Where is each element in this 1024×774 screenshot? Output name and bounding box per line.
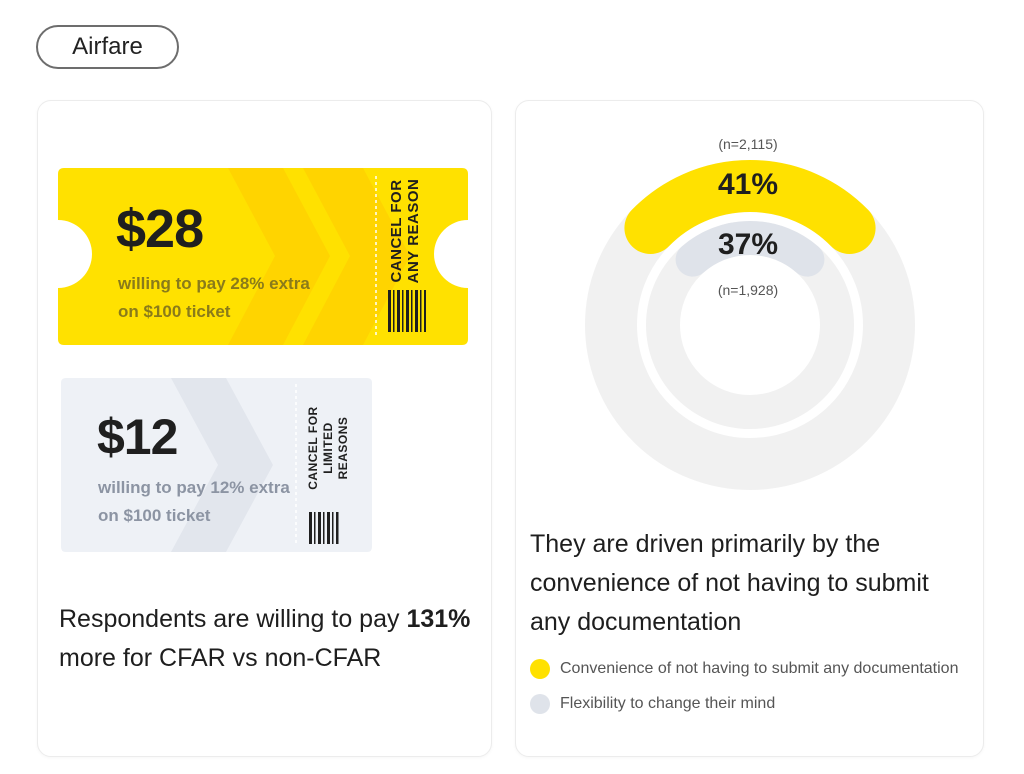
ticket-desc-line2: on $100 ticket [98, 506, 211, 525]
legend-swatch-grey [530, 694, 550, 714]
radial-bar-series-1 [624, 160, 876, 255]
ticket-desc-line1: willing to pay 12% extra [98, 478, 290, 497]
ticket-price: $28 [116, 199, 204, 259]
headline-bold: 131% [406, 605, 471, 633]
barcode-icon [388, 290, 426, 332]
right-headline: They are driven primarily by the conveni… [530, 530, 929, 636]
radial-bar-series-2 [675, 221, 825, 277]
ticket-price: $12 [97, 409, 178, 465]
series-2-n: (n=1,928) [717, 282, 779, 298]
headline-pre: Respondents are willing to pay [59, 605, 407, 633]
series-2-value: 37% [717, 228, 779, 261]
ticket-description: willing to pay 12% extra on $100 ticket [98, 474, 290, 530]
legend-item-flexibility: Flexibility to change their mind [530, 694, 775, 714]
ticket-description: willing to pay 28% extra on $100 ticket [118, 270, 310, 326]
ticket-stub-label: CANCEL FOR LIMITED REASONS [306, 406, 350, 490]
cfar-ticket: $28 willing to pay 28% extra on $100 tic… [58, 168, 468, 345]
series-1-value: 41% [717, 168, 779, 201]
category-pill[interactable]: Airfare [36, 25, 179, 69]
series-1-n: (n=2,115) [718, 136, 778, 152]
headline-post: more for CFAR vs non-CFAR [59, 644, 382, 672]
ticket-stub-label: CANCEL FOR ANY REASON [388, 178, 422, 284]
non-cfar-ticket: $12 willing to pay 12% extra on $100 tic… [61, 378, 372, 552]
radial-bar-chart [585, 160, 915, 490]
ticket-desc-line1: willing to pay 28% extra [118, 274, 310, 293]
legend-label: Convenience of not having to submit any … [560, 660, 959, 677]
ticket-shape [58, 168, 468, 345]
legend-item-convenience: Convenience of not having to submit any … [530, 659, 958, 679]
ticket-desc-line2: on $100 ticket [118, 302, 231, 321]
barcode-icon [309, 512, 339, 544]
ticket-shape [61, 378, 372, 552]
left-headline: Respondents are willing to pay 131% more… [59, 600, 479, 678]
legend-label: Flexibility to change their mind [560, 695, 776, 712]
legend-swatch-yellow [530, 659, 550, 679]
